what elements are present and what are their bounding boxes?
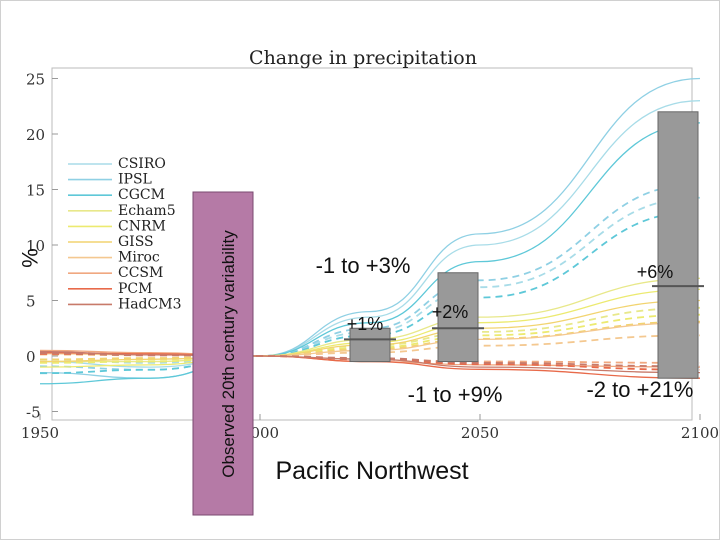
series-line-dashed [39, 352, 701, 368]
legend-label: HadCM3 [118, 296, 181, 312]
y-tick-label: 0 [26, 348, 36, 366]
legend-label: CGCM [118, 187, 165, 203]
series-line-dashed [39, 210, 701, 375]
x-tick-label: 2100 [681, 424, 719, 442]
legend-label: CCSM [118, 265, 163, 281]
x-tick-label: 1950 [21, 424, 59, 442]
ensemble-range-box [437, 272, 479, 363]
overlay: Observed 20th century variability +1% -1 t… [192, 111, 704, 516]
y-tick-label: 25 [26, 71, 45, 89]
mean-label-2020s: +1% [347, 314, 384, 334]
variability-label: Observed 20th century variability [219, 230, 238, 478]
series-line-dashed [40, 306, 701, 361]
series-line [39, 352, 701, 379]
legend-label: Echam5 [118, 203, 176, 219]
legend-label: CSIRO [118, 156, 166, 172]
region-label: Pacific Northwest [275, 457, 468, 485]
mean-label-2040s: +2% [432, 302, 469, 322]
series-line [39, 299, 701, 363]
series-line [39, 122, 701, 385]
chart-title: Change in precipitation [249, 47, 477, 69]
series-line-dashed [39, 313, 701, 364]
y-tick-label: 10 [26, 237, 45, 255]
series-line [39, 350, 701, 374]
legend-label: GISS [118, 234, 154, 250]
series-line-dashed [39, 320, 701, 361]
series-line-dashed [39, 353, 701, 371]
series-line [39, 288, 701, 368]
legend-label: PCM [118, 281, 152, 297]
legend-label: CNRM [118, 218, 166, 234]
y-tick-label: 5 [26, 293, 36, 311]
series-line [39, 100, 701, 368]
range-label-2020s: -1 to +3% [316, 253, 411, 278]
legend: CSIROIPSLCGCMEcham5CNRMGISSMirocCCSMPCMH… [68, 156, 181, 312]
x-tick-label: 2050 [461, 424, 499, 442]
range-label-2080s: -2 to +21% [586, 377, 693, 402]
y-tick-label: 15 [26, 182, 45, 200]
series-lines [39, 77, 701, 385]
ensemble-range-box [657, 111, 699, 379]
range-label-2040s: -1 to +9% [408, 382, 503, 407]
variability-bar [192, 191, 254, 516]
legend-label: IPSL [118, 172, 152, 188]
y-tick-label: 20 [26, 126, 45, 144]
y-axis-label: % [17, 248, 42, 268]
mean-label-2080s: +6% [637, 262, 674, 282]
y-tick-label: -5 [26, 404, 41, 422]
series-line-dashed [39, 334, 701, 357]
ensemble-range-box [349, 327, 391, 363]
legend-label: Miroc [118, 250, 160, 266]
